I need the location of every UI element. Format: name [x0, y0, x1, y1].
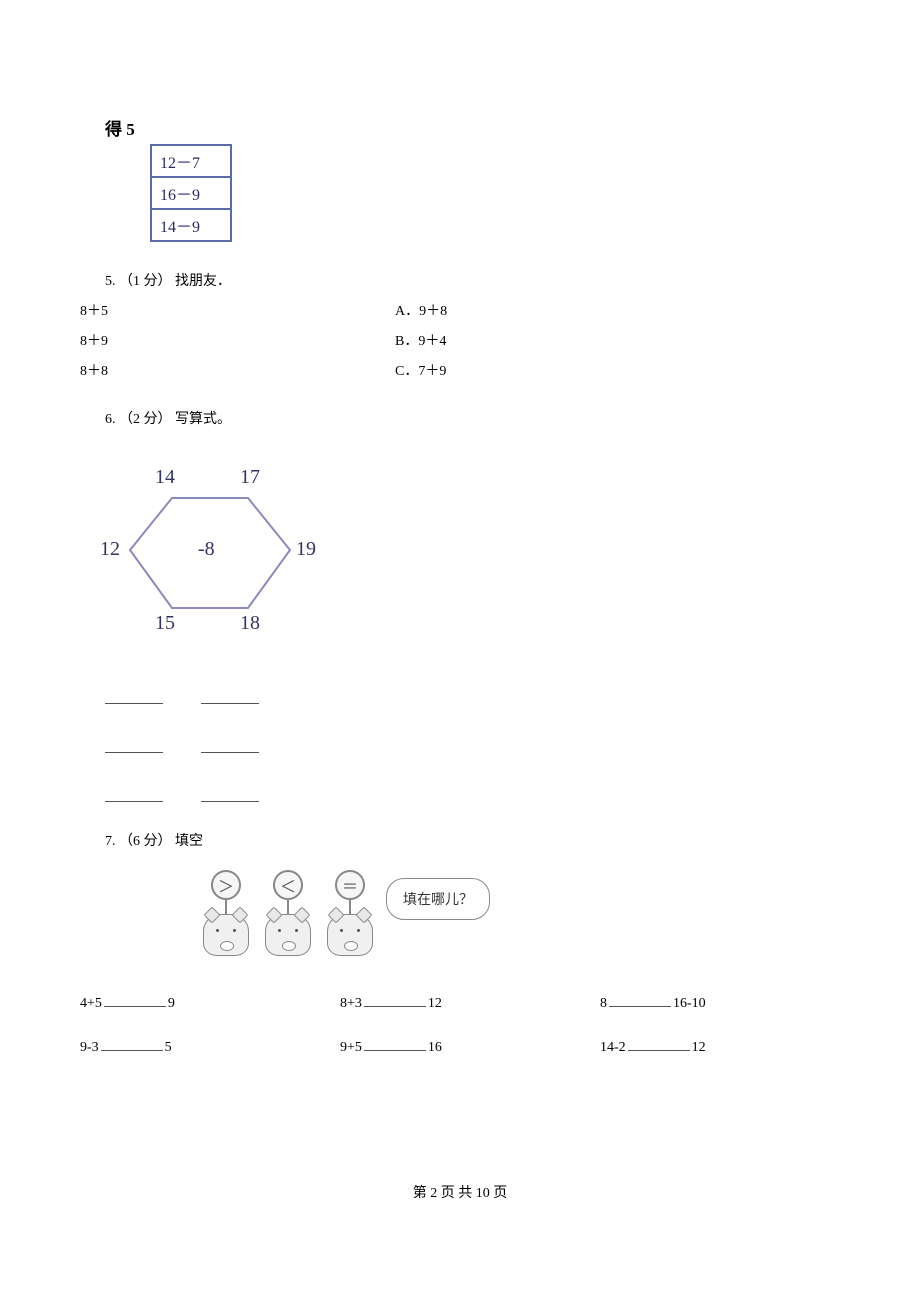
hexagon-diagram: 14 17 19 18 15 12 -8	[100, 450, 320, 655]
hex-num-tr: 17	[240, 466, 260, 489]
sign-eq-icon: ＝	[335, 870, 365, 900]
q5-right-2: B．9＋4	[395, 330, 446, 350]
fill-blank[interactable]	[628, 1036, 690, 1051]
fill-left: 9+5	[340, 1040, 362, 1055]
q5-match-row-1: 8＋5 A．9＋8	[80, 300, 840, 320]
table-cell: 12－7	[151, 145, 231, 177]
pig-body-icon	[265, 914, 311, 956]
pig-body-icon	[327, 914, 373, 956]
header-fragment: 得 5	[105, 115, 840, 140]
pig-illustration: ＞ ＜ ＝ 填在哪儿？	[200, 870, 840, 956]
pig-gt: ＞	[200, 870, 252, 956]
q5-right-3: C．7＋9	[395, 360, 446, 380]
fill-left: 9-3	[80, 1040, 99, 1055]
q5-match-row-3: 8＋8 C．7＋9	[80, 360, 840, 380]
fill-blank[interactable]	[101, 1036, 163, 1051]
fill-item: 9+5 16	[340, 1036, 600, 1056]
blank-slot[interactable]	[201, 785, 259, 802]
hex-num-br: 18	[240, 612, 260, 635]
fill-right: 5	[165, 1040, 172, 1055]
sign-stick	[287, 900, 289, 914]
hex-center: -8	[198, 538, 215, 561]
table-cell: 14－9	[151, 209, 231, 241]
speech-bubble: 填在哪儿？	[386, 878, 490, 920]
q6-number: 6.	[105, 412, 116, 427]
hex-num-l: 12	[100, 538, 120, 561]
blank-slot[interactable]	[201, 687, 259, 704]
fill-blank[interactable]	[364, 1036, 426, 1051]
q5-right-1: A．9＋8	[395, 300, 447, 320]
fill-right: 12	[692, 1040, 706, 1055]
question-5: 5. （1 分） 找朋友．	[105, 270, 840, 290]
sign-stick	[349, 900, 351, 914]
blank-slot[interactable]	[105, 785, 163, 802]
q5-number: 5.	[105, 274, 116, 289]
fill-right: 12	[428, 996, 442, 1011]
table-cell: 16－9	[151, 177, 231, 209]
fill-left: 14-2	[600, 1040, 626, 1055]
blank-slot[interactable]	[105, 687, 163, 704]
hex-num-bl: 15	[155, 612, 175, 635]
sign-lt-icon: ＜	[273, 870, 303, 900]
small-result-table: 12－7 16－9 14－9	[150, 144, 232, 242]
q7-title: 填空	[175, 834, 203, 849]
question-7: 7. （6 分） 填空	[105, 830, 840, 850]
fill-blank[interactable]	[609, 992, 671, 1007]
q5-left-2: 8＋9	[80, 330, 395, 350]
fill-right: 16-10	[673, 996, 706, 1011]
fill-left: 8+3	[340, 996, 362, 1011]
pig-eq: ＝	[324, 870, 376, 956]
fill-item: 4+5 9	[80, 992, 340, 1012]
question-6: 6. （2 分） 写算式。	[105, 408, 840, 428]
fill-right: 16	[428, 1040, 442, 1055]
blank-slot[interactable]	[105, 736, 163, 753]
fill-item: 8 16-10	[600, 992, 860, 1012]
hex-num-tl: 14	[155, 466, 175, 489]
fill-item: 14-2 12	[600, 1036, 860, 1056]
fill-left: 4+5	[80, 996, 102, 1011]
q6-blank-row-2	[105, 736, 840, 753]
q5-title: 找朋友．	[175, 274, 231, 289]
q7-points: （6 分）	[119, 834, 172, 849]
sign-stick	[225, 900, 227, 914]
q6-points: （2 分）	[119, 412, 172, 427]
fill-blank[interactable]	[104, 992, 166, 1007]
sign-gt-icon: ＞	[211, 870, 241, 900]
fill-item: 9-3 5	[80, 1036, 340, 1056]
fill-left: 8	[600, 996, 607, 1011]
q5-left-1: 8＋5	[80, 300, 395, 320]
q7-fill-grid: 4+5 9 8+3 12 8 16-10 9-3 5 9+5 16 14-2 12	[80, 992, 840, 1056]
q5-left-3: 8＋8	[80, 360, 395, 380]
q5-match-row-2: 8＋9 B．9＋4	[80, 330, 840, 350]
q6-blank-row-3	[105, 785, 840, 802]
q5-points: （1 分）	[119, 274, 172, 289]
q6-blank-row-1	[105, 687, 840, 704]
pig-body-icon	[203, 914, 249, 956]
pig-lt: ＜	[262, 870, 314, 956]
fill-right: 9	[168, 996, 175, 1011]
q7-number: 7.	[105, 834, 116, 849]
hex-num-r: 19	[296, 538, 316, 561]
blank-slot[interactable]	[201, 736, 259, 753]
page-footer: 第 2 页 共 10 页	[0, 1182, 920, 1202]
fill-blank[interactable]	[364, 992, 426, 1007]
fill-item: 8+3 12	[340, 992, 600, 1012]
q6-title: 写算式。	[175, 412, 231, 427]
